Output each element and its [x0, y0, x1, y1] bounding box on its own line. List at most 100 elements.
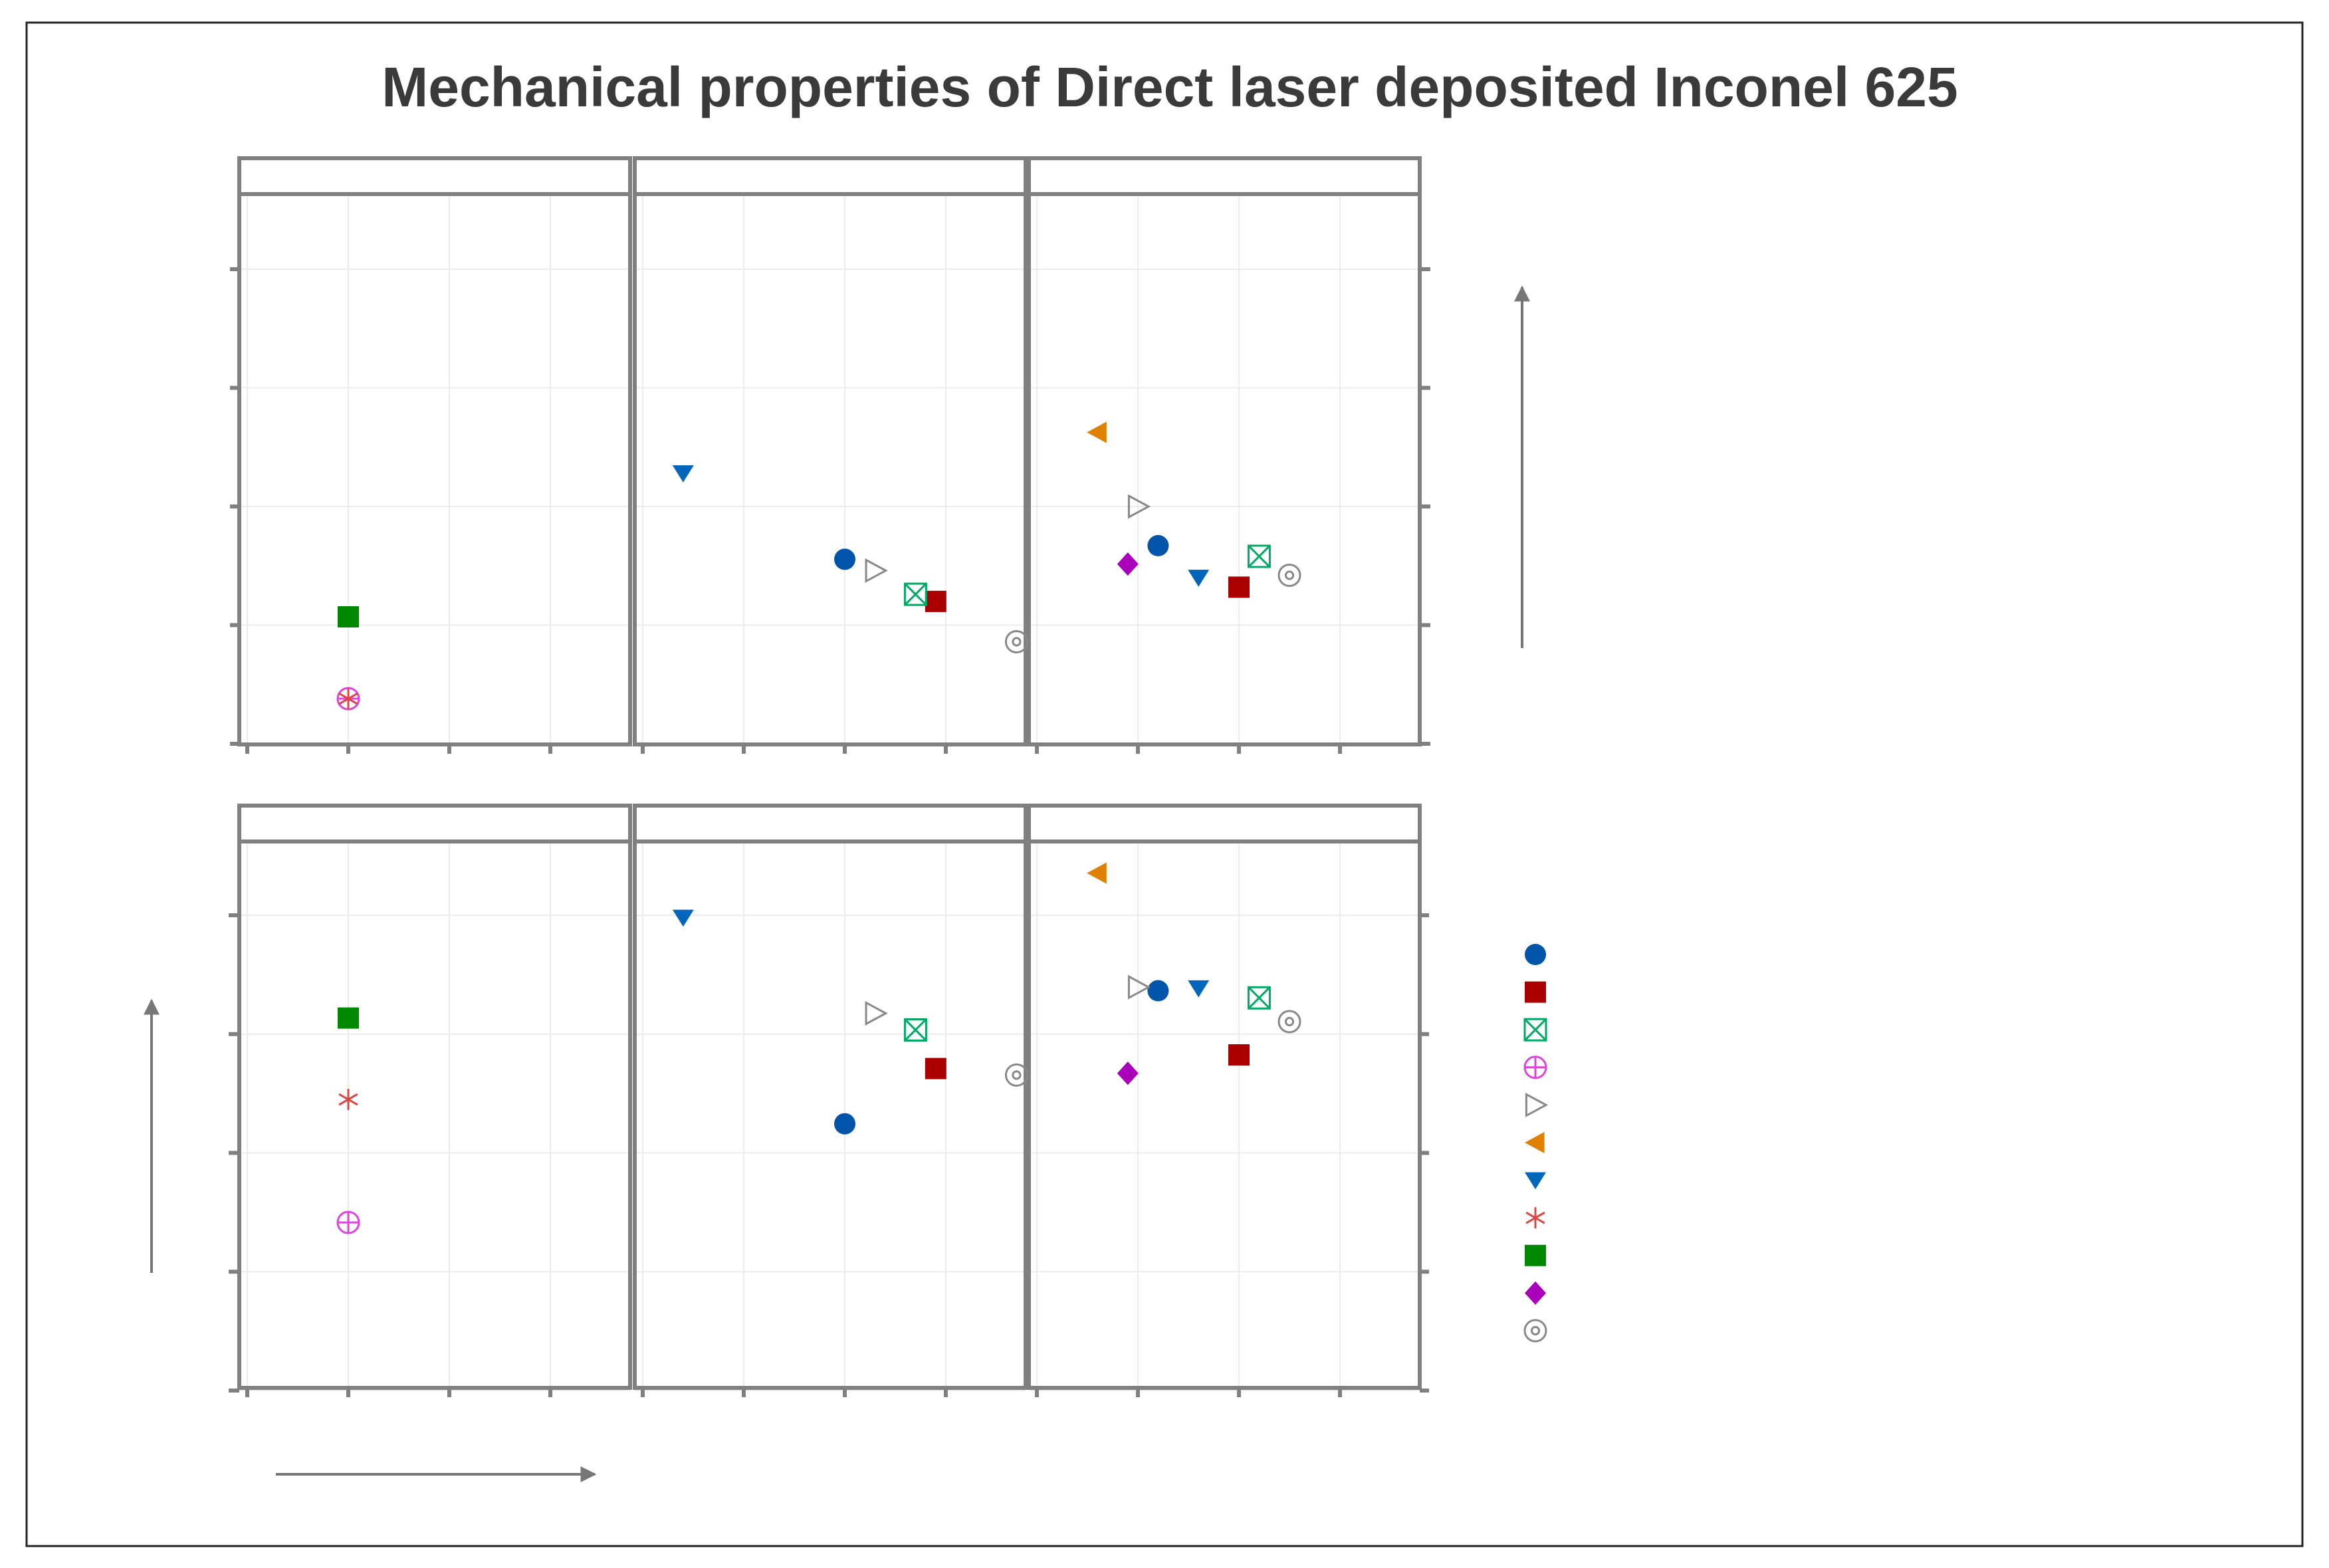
legend-marker-0: [1525, 944, 1546, 965]
legend-marker-8: [1525, 1244, 1546, 1266]
point-7-0-uts: [338, 1089, 358, 1111]
point-9-0-ys: [1117, 552, 1139, 576]
panel-uts-1: [633, 804, 1028, 1397]
legend-item-3: [1523, 1056, 1547, 1079]
point-10-0-ys-ring: [1004, 629, 1028, 653]
legend-marker-3: [1523, 1056, 1547, 1079]
legend-marker-2: [1523, 1018, 1547, 1042]
legend-item-5: [1525, 1132, 1545, 1153]
point-6-1-ys: [1188, 570, 1210, 587]
point-2-0-ys: [903, 582, 927, 606]
point-4-1-uts: [1127, 974, 1151, 1000]
point-0-1-uts: [1147, 980, 1169, 1002]
point-10-0-ys: [1004, 629, 1028, 653]
legend-item-8: [1525, 1244, 1546, 1266]
point-0-0-uts: [834, 1113, 855, 1135]
point-2-1-uts-box: [1247, 986, 1271, 1010]
point-8-0-uts: [338, 1007, 359, 1029]
point-4-0-ys: [865, 558, 888, 583]
legend-item-4: [1525, 1092, 1549, 1117]
point-2-0-uts-cross: [904, 1018, 927, 1042]
point-2-0-ys-box: [903, 582, 927, 606]
series-4: [865, 494, 1151, 1026]
point-2-1-ys-box: [1247, 544, 1271, 568]
point-8-0-ys: [338, 606, 359, 628]
point-10-0-uts-dot: [1012, 1070, 1022, 1080]
series-5: [1087, 421, 1107, 884]
plot-layer: [144, 156, 1530, 1482]
point-3-0-uts: [336, 1210, 360, 1234]
legend-marker-4: [1525, 1092, 1549, 1117]
legend-item-7: [1525, 1207, 1545, 1229]
point-1-0-uts: [925, 1058, 946, 1079]
point-0-1-ys: [1147, 534, 1169, 556]
panel-frame-uts-2: [1027, 840, 1422, 1390]
legend-marker-6: [1525, 1172, 1546, 1190]
point-10-0-uts-ring: [1004, 1063, 1028, 1087]
point-2-0-uts: [903, 1018, 927, 1042]
panel-ys-0: [237, 156, 632, 754]
panel-uts-0: [237, 804, 632, 1397]
y-axis-uts: [229, 913, 1429, 1393]
legend-marker-7: [1525, 1207, 1545, 1229]
series-8: [338, 606, 359, 1029]
point-3-0-uts-plus: [338, 1212, 359, 1234]
panel-ys-1: [633, 156, 1028, 754]
legend-marker-10-dot: [1530, 1325, 1541, 1336]
point-1-0-ys: [925, 590, 946, 612]
chart-title: Mechanical properties of Direct laser de…: [382, 56, 1957, 118]
point-6-0-ys: [672, 465, 694, 483]
legend: [1523, 944, 1549, 1343]
point-5-0-ys: [1087, 421, 1107, 443]
series-0: [834, 534, 1169, 1135]
legend-item-6: [1525, 1172, 1546, 1190]
legend-marker-10-ring: [1523, 1319, 1547, 1343]
panel-frame-uts-0: [237, 840, 632, 1390]
series-2: [903, 544, 1271, 1042]
legend-item-9: [1525, 1281, 1546, 1305]
point-2-1-ys-cross: [1248, 544, 1271, 568]
panel-frame-uts-1: [633, 840, 1028, 1390]
point-10-1-uts: [1277, 1010, 1301, 1034]
series-7: [338, 688, 358, 1111]
point-6-1-uts: [1188, 980, 1210, 998]
panel-uts-2: [1027, 804, 1422, 1397]
point-4-1-ys: [1127, 494, 1151, 519]
point-6-0-uts: [672, 909, 694, 927]
point-0-0-ys: [834, 548, 855, 570]
point-10-1-uts-dot: [1284, 1016, 1295, 1027]
panel-ys-2: [1027, 156, 1422, 754]
legend-marker-5: [1525, 1132, 1545, 1153]
legend-marker-3-plus: [1525, 1056, 1546, 1078]
panel-frame-ys-0: [237, 192, 632, 746]
series-6: [672, 465, 1210, 998]
legend-item-10: [1523, 1319, 1547, 1343]
point-1-1-ys: [1228, 576, 1250, 598]
point-10-1-ys: [1277, 564, 1301, 588]
legend-item-2: [1523, 1018, 1547, 1042]
series-9: [1117, 552, 1139, 1085]
legend-item-1: [1525, 981, 1546, 1003]
y-axis-ys: [230, 267, 1430, 746]
chart-frame: [25, 21, 2304, 1547]
series-10: [1004, 564, 1301, 1087]
point-10-0-ys-dot: [1012, 637, 1022, 647]
point-10-0-uts: [1004, 1063, 1028, 1087]
point-2-1-ys: [1247, 544, 1271, 568]
point-10-1-ys-dot: [1284, 570, 1295, 580]
point-1-1-uts: [1228, 1044, 1250, 1066]
legend-marker-2-box: [1523, 1018, 1547, 1042]
legend-marker-2-cross: [1523, 1018, 1547, 1042]
point-2-1-uts-cross: [1248, 986, 1271, 1010]
legend-marker-10: [1523, 1319, 1547, 1343]
series-1: [925, 576, 1250, 1079]
point-4-0-uts: [865, 1000, 888, 1026]
legend-marker-1: [1525, 981, 1546, 1003]
point-10-1-ys-ring: [1277, 564, 1301, 588]
legend-item-0: [1525, 944, 1546, 965]
point-7-0-ys: [338, 688, 358, 710]
point-2-0-ys-cross: [904, 583, 927, 606]
panel-frame-ys-2: [1027, 192, 1422, 746]
